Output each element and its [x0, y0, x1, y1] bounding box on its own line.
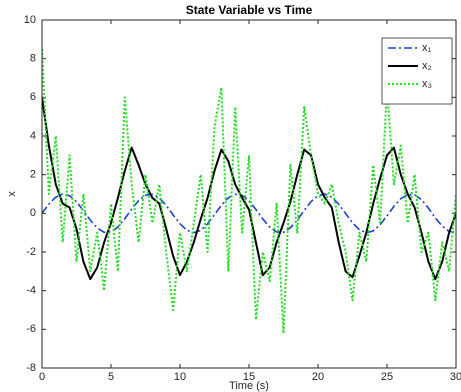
y-tick-label: 10 — [24, 14, 36, 26]
y-tick-label: -8 — [26, 362, 36, 374]
x-tick-label: 15 — [243, 371, 255, 383]
y-tick-label: 8 — [30, 53, 36, 65]
y-tick-label: 2 — [30, 169, 36, 181]
x-tick-label: 5 — [108, 371, 114, 383]
series-line — [42, 97, 456, 281]
y-tick-label: 0 — [30, 207, 36, 219]
x-tick-label: 0 — [39, 371, 45, 383]
x-axis-label: Time (s) — [229, 380, 269, 392]
y-tick-label: -6 — [26, 323, 36, 335]
y-tick-label: 6 — [30, 91, 36, 103]
y-tick-label: 4 — [30, 130, 36, 142]
x-tick-label: 25 — [381, 371, 393, 383]
y-tick-label: -2 — [26, 246, 36, 258]
x-tick-label: 10 — [174, 371, 186, 383]
legend-label: x₃ — [422, 78, 432, 90]
y-tick-label: -4 — [26, 285, 36, 297]
series-line — [42, 193, 456, 234]
x-tick-label: 20 — [312, 371, 324, 383]
x-tick-label: 30 — [450, 371, 461, 383]
legend-label: x₂ — [422, 60, 432, 72]
legend-box — [381, 37, 453, 105]
y-axis-label: x — [6, 191, 18, 197]
plot-frame — [41, 19, 457, 369]
legend-label: x₁ — [422, 42, 432, 54]
chart-title: State Variable vs Time — [186, 3, 313, 17]
